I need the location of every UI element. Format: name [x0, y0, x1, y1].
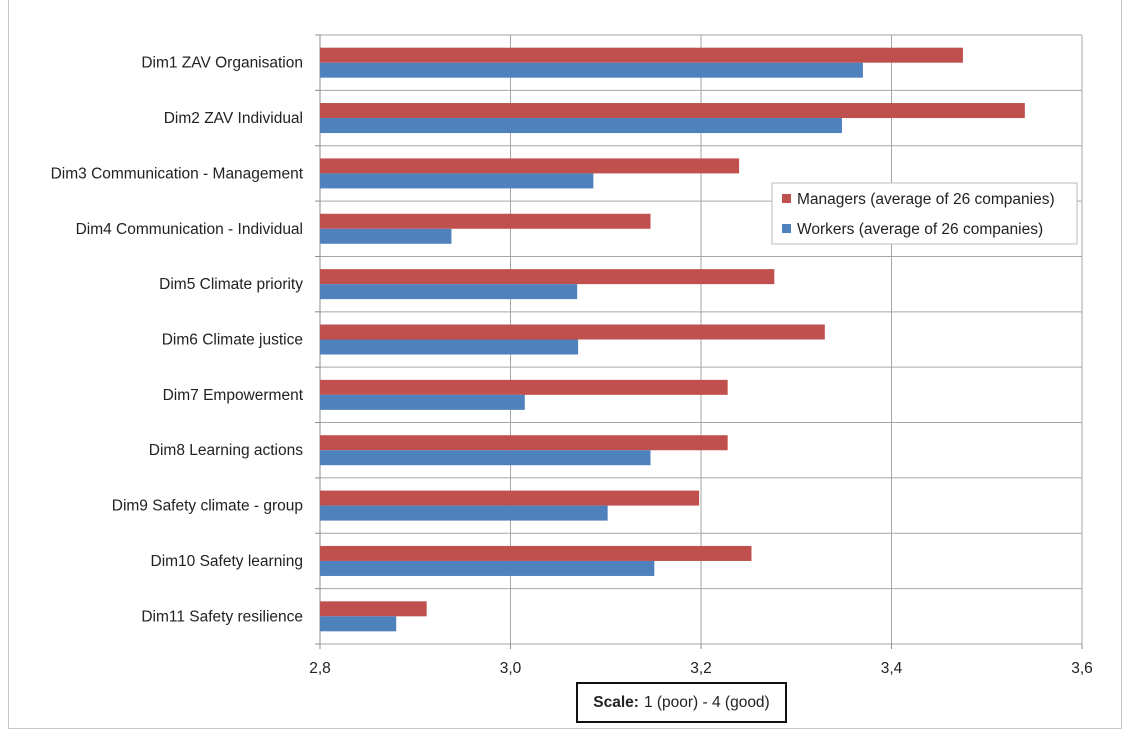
legend-box — [771, 182, 1078, 245]
bar-workers-dim9 — [320, 505, 608, 521]
bar-managers-dim2 — [320, 103, 1025, 119]
legend-label-workers: Workers (average of 26 companies) — [797, 221, 1043, 238]
bar-managers-dim9 — [320, 490, 700, 506]
x-tick-label: 3,4 — [881, 660, 903, 677]
bar-managers-dim7 — [320, 379, 728, 395]
bar-managers-dim10 — [320, 545, 752, 561]
bar-managers-dim3 — [320, 158, 740, 174]
bar-workers-dim5 — [320, 284, 578, 300]
category-label-dim2: Dim2 ZAV Individual — [164, 110, 303, 127]
category-label-dim11: Dim11 Safety resilience — [141, 608, 303, 625]
bar-managers-dim5 — [320, 269, 775, 285]
x-tick-label: 3,6 — [1071, 660, 1093, 677]
bar-workers-dim3 — [320, 173, 594, 189]
bar-managers-dim4 — [320, 213, 651, 229]
bar-managers-dim1 — [320, 47, 963, 63]
legend-swatch-managers — [782, 194, 791, 203]
bar-managers-dim8 — [320, 435, 728, 451]
category-label-dim5: Dim5 Climate priority — [159, 276, 303, 293]
x-tick-label: 3,2 — [690, 660, 712, 677]
bar-workers-dim11 — [320, 616, 397, 632]
category-label-dim7: Dim7 Empowerment — [163, 387, 304, 404]
scale-note-label: Scale: — [593, 693, 639, 711]
category-label-dim10: Dim10 Safety learning — [151, 553, 304, 570]
legend-label-managers: Managers (average of 26 companies) — [797, 191, 1055, 208]
bar-workers-dim7 — [320, 394, 525, 410]
category-label-dim8: Dim8 Learning actions — [149, 442, 303, 459]
x-tick-label: 2,8 — [309, 660, 331, 677]
category-label-dim4: Dim4 Communication - Individual — [76, 221, 303, 238]
category-label-dim1: Dim1 ZAV Organisation — [141, 55, 303, 72]
legend: Managers (average of 26 companies) Worke… — [771, 182, 1078, 245]
legend-swatch-workers — [782, 224, 791, 233]
x-tick-label: 3,0 — [500, 660, 522, 677]
x-tick-labels: 2,8 3,0 3,2 3,4 3,6 — [309, 660, 1093, 677]
scale-note: Scale: 1 (poor) - 4 (good) — [576, 682, 787, 723]
bars — [320, 47, 1025, 632]
category-labels: Dim1 ZAV Organisation Dim2 ZAV Individual… — [51, 55, 304, 626]
bar-workers-dim10 — [320, 560, 655, 576]
scale-note-text: 1 (poor) - 4 (good) — [643, 693, 770, 711]
category-label-dim3: Dim3 Communication - Management — [51, 165, 304, 182]
bar-workers-dim6 — [320, 339, 579, 355]
chart-frame — [8, 0, 1122, 729]
bar-workers-dim2 — [320, 118, 842, 134]
bar-workers-dim1 — [320, 62, 863, 78]
bar-workers-dim8 — [320, 450, 651, 466]
bar-managers-dim11 — [320, 601, 427, 617]
category-label-dim9: Dim9 Safety climate - group — [112, 498, 303, 515]
bar-managers-dim6 — [320, 324, 825, 340]
category-label-dim6: Dim6 Climate justice — [162, 332, 303, 349]
bar-workers-dim4 — [320, 228, 452, 244]
